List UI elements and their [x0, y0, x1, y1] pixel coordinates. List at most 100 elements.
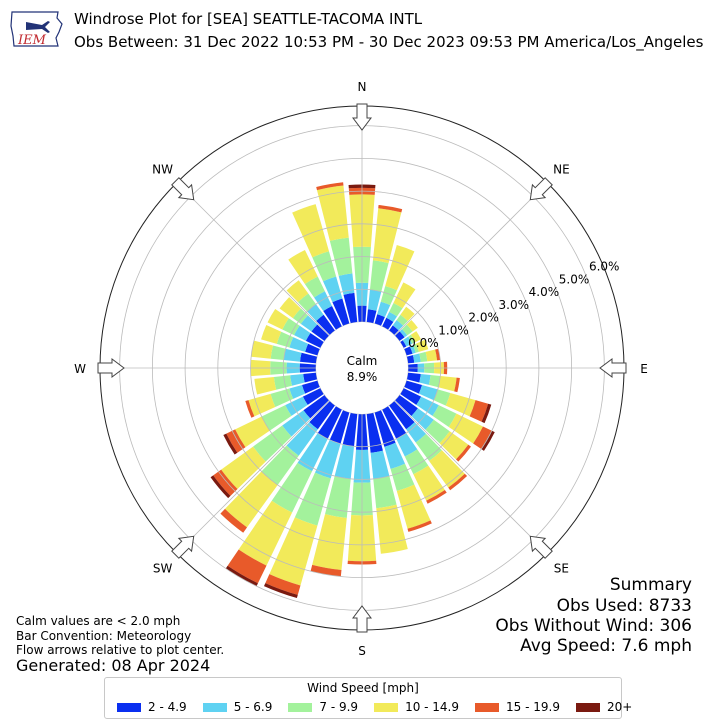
wedge-350-3	[316, 185, 349, 241]
wedge-120-1	[416, 396, 439, 416]
wedge-10-1	[367, 289, 382, 311]
wedge-210-2	[271, 462, 313, 513]
wedge-310-2	[292, 308, 308, 324]
direction-label-nw: NW	[152, 163, 173, 177]
wedge-130-3	[439, 431, 469, 460]
wedge-260-0	[303, 372, 318, 383]
chart-subtitle: Obs Between: 31 Dec 2022 10:53 PM - 30 D…	[74, 33, 704, 51]
wedge-300-0	[305, 332, 324, 348]
legend-items: 2 - 4.9 5 - 6.9 7 - 9.9 10 - 14.9 15 - 19.9 2…	[117, 700, 648, 714]
calm-label: Calm	[347, 354, 378, 368]
radial-tick-label-5: 5.0%	[559, 272, 590, 286]
grid-spoke-225	[176, 400, 330, 554]
legend-label-5: 20+	[606, 700, 633, 714]
wedge-330-1	[314, 291, 333, 312]
wedge-220-0	[309, 400, 336, 430]
wedge-320-0	[316, 314, 336, 336]
summary-obs-used: Obs Used: 8733	[556, 596, 692, 616]
wedge-120-5	[481, 430, 495, 451]
radial-tick-label-2: 2.0%	[468, 311, 499, 325]
wedge-210-1	[297, 433, 328, 472]
wedge-300-2	[282, 318, 300, 336]
wedge-160-1	[384, 442, 406, 469]
wedge-170-3	[376, 504, 408, 554]
wedge-40-1	[392, 320, 404, 331]
legend-swatch-4	[475, 702, 500, 712]
wedge-160-2	[390, 463, 415, 491]
wedge-280-0	[299, 352, 318, 364]
wedge-30-2	[389, 303, 403, 317]
radial-tick-label-3: 3.0%	[499, 298, 529, 312]
radial-tick-label-6: 6.0%	[589, 260, 620, 274]
direction-label-w: W	[74, 362, 86, 376]
wedge-70-0	[403, 346, 413, 356]
radial-tick-label-0: 0.0%	[408, 336, 439, 350]
wedge-220-2	[261, 445, 299, 485]
direction-label-ne: NE	[553, 163, 570, 177]
wedge-100-2	[428, 374, 441, 388]
bar-convention-note: Bar Convention: Meteorology	[16, 629, 192, 643]
wedge-100-1	[419, 373, 431, 385]
wedge-200-2	[294, 472, 331, 526]
wedge-250-4	[245, 400, 255, 418]
wedge-10-0	[366, 309, 377, 324]
wedge-350-0	[343, 292, 358, 324]
legend-swatch-3	[374, 702, 399, 712]
radial-tick-label-1: 1.0%	[438, 323, 469, 337]
legend-label-3: 10 - 14.9	[405, 700, 460, 714]
wedge-310-1	[300, 315, 318, 332]
chart-title: Windrose Plot for [SEA] SEATTLE-TACOMA I…	[74, 10, 423, 28]
wedge-340-2	[312, 251, 337, 282]
wedge-60-0	[400, 340, 407, 348]
legend-label-0: 2 - 4.9	[148, 700, 187, 714]
legend-item-5: 20+	[575, 700, 633, 714]
wedge-240-3	[235, 416, 270, 448]
wedge-290-1	[289, 337, 309, 352]
radial-tick-label-4: 4.0%	[529, 285, 560, 299]
wedge-20-3	[385, 245, 415, 291]
wedge-200-3	[269, 517, 318, 586]
wedge-260-2	[273, 375, 293, 390]
wedge-110-5	[481, 403, 492, 424]
wedge-10-3	[372, 208, 402, 264]
wedge-130-4	[455, 444, 471, 462]
wedge-240-2	[261, 405, 292, 431]
flow-arrow-ne-icon	[529, 177, 553, 201]
legend-swatch-2	[288, 702, 313, 712]
wedge-340-3	[292, 204, 329, 258]
wedge-240-4	[226, 429, 246, 453]
calm-value: 8.9%	[347, 370, 378, 384]
wedge-350-2	[329, 237, 353, 276]
wedge-260-3	[254, 376, 277, 395]
wedge-10-4	[378, 205, 403, 213]
wedge-200-1	[314, 439, 341, 479]
flow-arrow-sw-icon	[171, 535, 195, 559]
wedge-160-0	[374, 409, 396, 447]
wedge-260-1	[290, 373, 305, 386]
wedge-30-1	[386, 311, 398, 322]
legend-item-0: 2 - 4.9	[117, 700, 187, 714]
wedge-290-2	[276, 331, 294, 348]
flow-arrow-nw-icon	[171, 177, 195, 201]
wedge-290-3	[261, 324, 282, 344]
wedge-140-3	[429, 450, 465, 488]
wedge-200-0	[329, 409, 350, 444]
legend-swatch-0	[117, 702, 141, 712]
wedge-80-2	[419, 351, 428, 363]
wedge-150-0	[382, 406, 407, 439]
flow-arrow-s-icon	[352, 605, 372, 633]
wedge-310-3	[279, 297, 301, 319]
flow-arrows-note: Flow arrows relative to plot center.	[16, 643, 225, 657]
wedge-50-3	[406, 319, 418, 332]
wedge-160-4	[407, 520, 432, 532]
wedge-60-3	[410, 331, 422, 343]
direction-label-se: SE	[554, 561, 569, 575]
wedge-120-2	[432, 405, 457, 427]
wedge-350-4	[316, 182, 344, 191]
calm-definition-note: Calm values are < 2.0 mph	[16, 614, 181, 628]
wedge-20-0	[374, 314, 385, 327]
wedge-240-0	[302, 388, 324, 405]
summary-title: Summary	[609, 575, 692, 595]
wedge-170-1	[370, 450, 390, 479]
